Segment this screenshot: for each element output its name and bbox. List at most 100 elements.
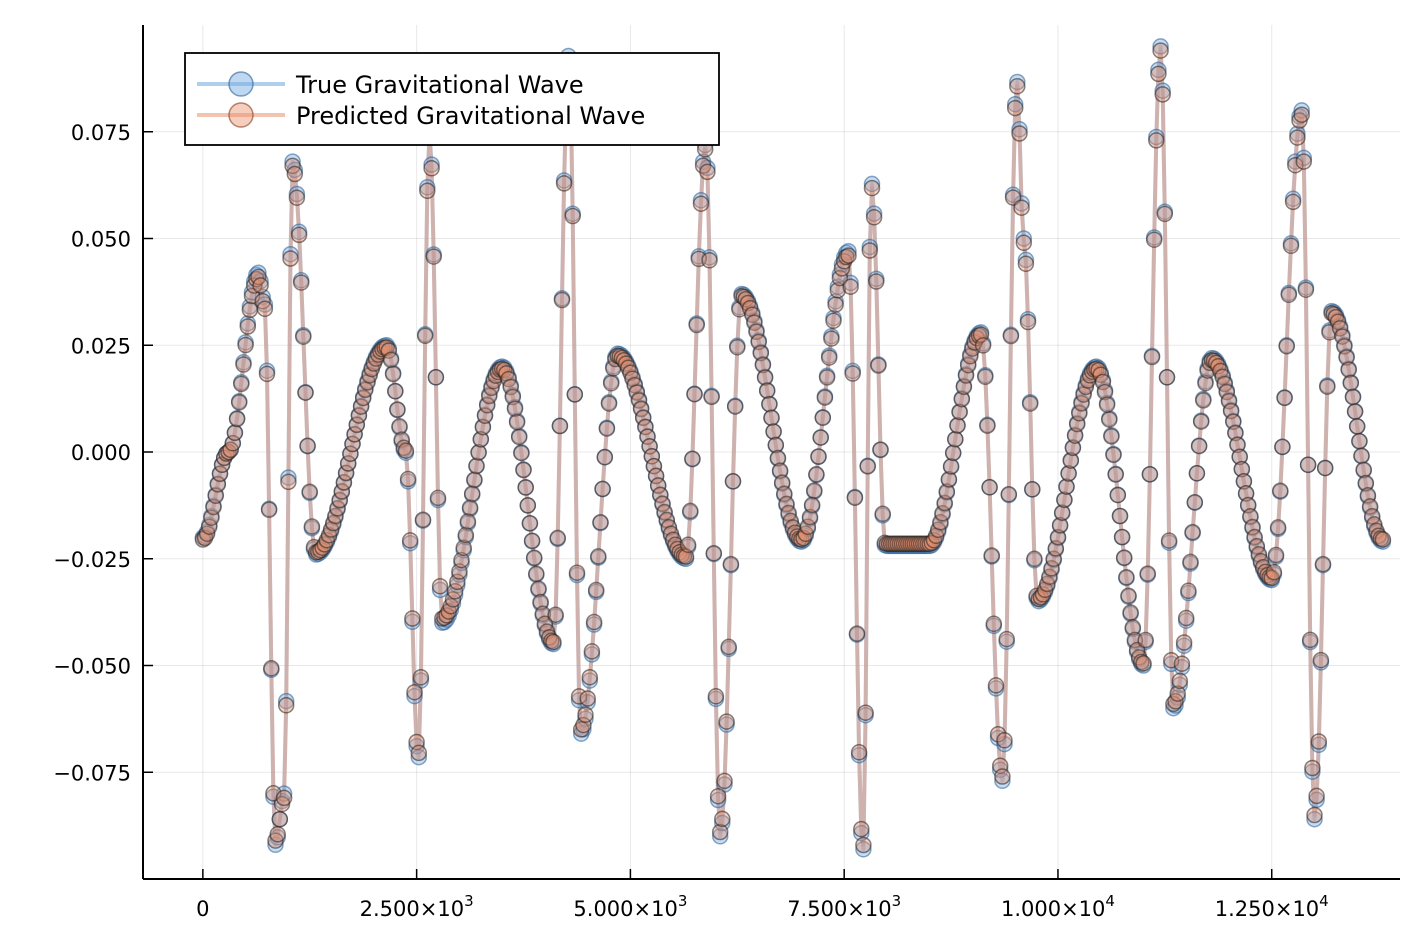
data-point — [587, 581, 605, 599]
data-point — [391, 418, 408, 435]
data-point — [269, 826, 286, 843]
data-point — [801, 508, 819, 526]
data-point — [226, 424, 244, 442]
data-point — [286, 165, 304, 183]
data-point — [1158, 369, 1176, 386]
data-point — [1071, 405, 1088, 422]
data-point — [1026, 550, 1043, 568]
data-point — [301, 483, 318, 500]
data-point — [463, 485, 481, 502]
data-point — [699, 163, 716, 181]
data-point — [1220, 392, 1238, 410]
data-point — [1287, 153, 1304, 170]
data-point — [1150, 65, 1167, 83]
data-point — [874, 505, 891, 523]
data-point — [825, 312, 842, 330]
data-point — [716, 772, 733, 790]
data-point — [767, 436, 785, 454]
data-point — [1049, 528, 1067, 546]
grid — [143, 25, 1400, 879]
data-point — [1346, 403, 1364, 420]
data-point — [776, 485, 793, 502]
data-point — [711, 828, 729, 845]
data-point — [637, 418, 654, 436]
data-point — [297, 384, 314, 401]
data-point — [389, 401, 406, 418]
data-point — [812, 429, 829, 446]
data-point — [508, 413, 526, 431]
data-point — [996, 732, 1013, 749]
y-tick-label: −0.025 — [53, 548, 131, 572]
data-point — [1006, 99, 1024, 117]
data-point — [1182, 553, 1199, 571]
data-point — [1188, 465, 1206, 482]
legend-label-predicted: Predicted Gravitational Wave — [296, 102, 645, 130]
data-point — [868, 273, 885, 290]
data-point — [1276, 389, 1293, 407]
data-point — [506, 400, 524, 418]
data-point — [703, 388, 720, 406]
data-point — [865, 209, 883, 226]
data-point — [684, 450, 701, 467]
data-point — [598, 420, 616, 437]
data-point — [977, 368, 994, 386]
data-point — [344, 435, 361, 453]
data-point — [756, 369, 774, 386]
data-point — [682, 502, 699, 520]
data-point — [1361, 498, 1379, 515]
data-point — [288, 185, 306, 203]
data-point — [1282, 237, 1300, 255]
data-point — [384, 365, 402, 383]
data-point — [510, 428, 528, 446]
data-point — [944, 444, 962, 462]
data-point — [585, 613, 603, 631]
data-point — [277, 692, 295, 710]
data-point — [1340, 361, 1357, 379]
data-point — [534, 605, 552, 623]
data-point — [947, 430, 964, 448]
data-point — [258, 365, 276, 383]
data-point — [1342, 374, 1360, 392]
data-point — [423, 160, 440, 177]
x-tick-exponent: 3 — [678, 892, 688, 910]
data-point — [808, 466, 825, 483]
data-point — [1056, 491, 1073, 508]
data-point — [295, 328, 312, 345]
data-point — [1148, 132, 1165, 149]
data-point — [1229, 436, 1246, 454]
data-point — [1231, 448, 1248, 466]
data-point — [292, 274, 310, 291]
x-tick-exponent: 3 — [464, 892, 474, 910]
data-point — [1002, 327, 1020, 345]
data-point — [983, 547, 1000, 564]
data-point — [1152, 42, 1169, 59]
data-point — [1306, 810, 1323, 828]
data-point — [1310, 733, 1328, 750]
data-point — [840, 247, 857, 264]
data-point — [1015, 234, 1033, 252]
data-point — [686, 385, 703, 403]
data-point — [1278, 338, 1295, 355]
data-point — [831, 269, 849, 287]
data-point — [1265, 563, 1283, 581]
data-point — [829, 282, 847, 299]
data-point — [942, 458, 960, 475]
legend-marker-predicted — [228, 102, 254, 128]
data-point — [228, 410, 246, 428]
x-tick-label: 1.250×104 — [1215, 892, 1329, 921]
data-point — [412, 669, 430, 686]
data-point — [1293, 106, 1310, 123]
data-point — [1137, 631, 1154, 649]
data-point — [827, 296, 844, 313]
data-point — [1017, 255, 1035, 273]
data-point — [1338, 349, 1355, 366]
data-point — [1156, 205, 1174, 223]
data-point — [237, 336, 254, 354]
data-point — [848, 625, 866, 642]
data-point — [859, 458, 876, 475]
data-point — [643, 448, 661, 465]
legend-marker-true — [228, 71, 254, 97]
data-point — [549, 529, 566, 547]
data-point — [517, 479, 534, 496]
data-point — [519, 497, 537, 514]
